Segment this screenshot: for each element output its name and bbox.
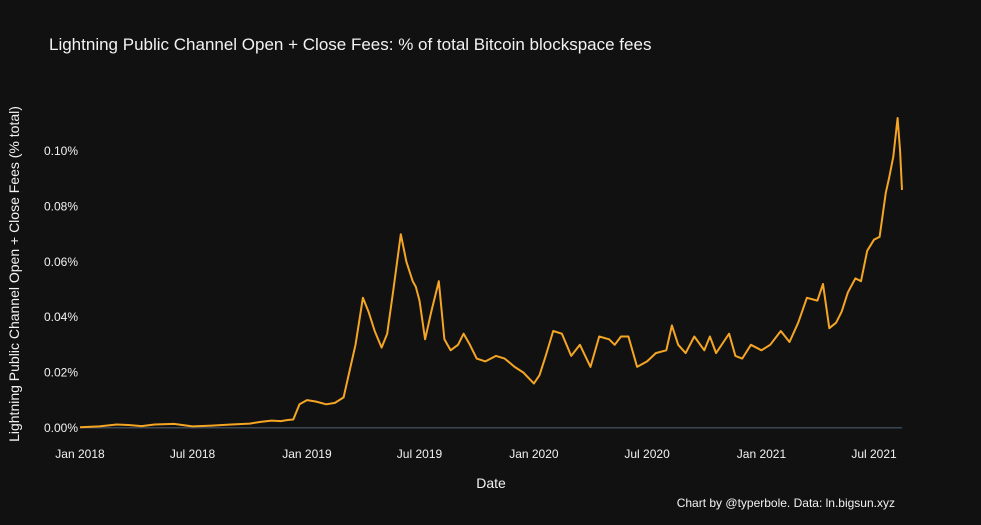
y-axis-title: Lightning Public Channel Open + Close Fe… bbox=[6, 106, 22, 442]
y-tick-label: 0.06% bbox=[44, 255, 78, 269]
y-tick-label: 0.10% bbox=[44, 144, 78, 158]
x-axis-title: Date bbox=[476, 475, 506, 491]
x-axis-ticks: Jan 2018 Jul 2018 Jan 2019 Jul 2019 Jan 2020… bbox=[55, 447, 897, 461]
y-tick-label: 0.04% bbox=[44, 310, 78, 324]
y-tick-label: 0.02% bbox=[44, 365, 78, 379]
x-tick-label: Jan 2020 bbox=[509, 447, 559, 461]
x-tick-label: Jul 2021 bbox=[851, 447, 897, 461]
x-tick-label: Jul 2019 bbox=[397, 447, 443, 461]
x-tick-label: Jul 2018 bbox=[170, 447, 216, 461]
x-tick-label: Jul 2020 bbox=[624, 447, 670, 461]
y-tick-label: 0.08% bbox=[44, 200, 78, 214]
y-tick-label: 0.00% bbox=[44, 421, 78, 435]
x-tick-label: Jan 2021 bbox=[737, 447, 787, 461]
x-tick-label: Jan 2018 bbox=[55, 447, 105, 461]
y-axis-ticks: 0.00% 0.02% 0.04% 0.06% 0.08% 0.10% bbox=[44, 144, 78, 435]
chart-title: Lightning Public Channel Open + Close Fe… bbox=[49, 35, 651, 54]
x-tick-label: Jan 2019 bbox=[282, 447, 332, 461]
chart-credit: Chart by @typerbole. Data: ln.bigsun.xyz bbox=[677, 496, 895, 510]
series-line bbox=[79, 117, 903, 429]
